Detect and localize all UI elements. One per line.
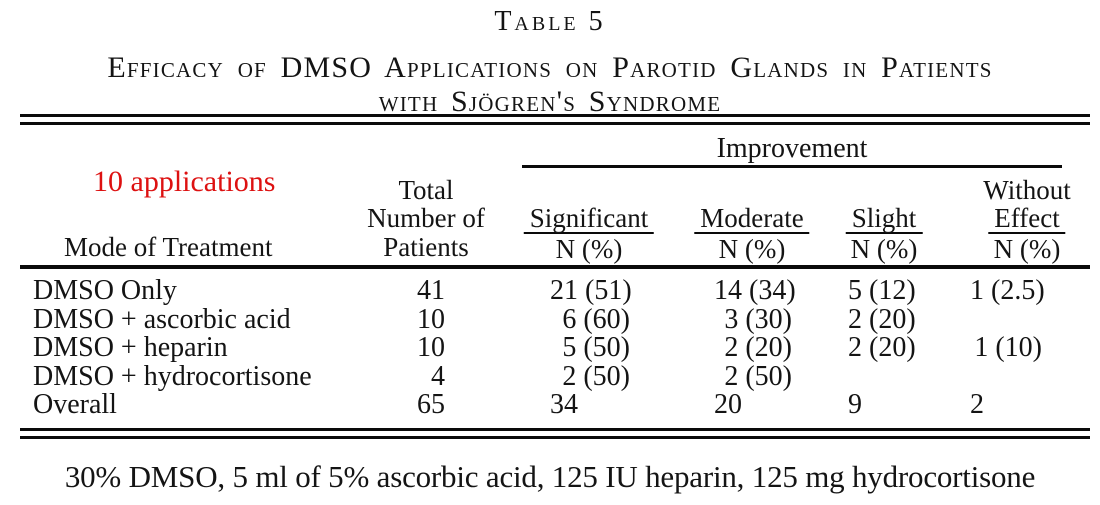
treatment-cell: DMSO + heparin xyxy=(33,332,228,364)
slight-column-header: Slight N (%) xyxy=(845,204,923,264)
significant-cell: 6 (60) xyxy=(562,303,630,335)
table-row: DMSO + heparin 10 5 (50) 2 (20) 2 (20) 1… xyxy=(0,334,1100,363)
total-patients-cell: 41 xyxy=(417,275,445,306)
total-patients-cell: 65 xyxy=(417,389,445,421)
moderate-column-header: Moderate N (%) xyxy=(694,204,810,264)
moderate-cell: 2 (50) xyxy=(724,360,792,392)
dose-footnote: 30% DMSO, 5 ml of 5% ascorbic acid, 125 … xyxy=(64,459,1036,494)
without-effect-n-pct: N (%) xyxy=(993,234,1061,264)
header-separator-rule xyxy=(20,265,1090,269)
moderate-cell: 20 xyxy=(714,389,742,421)
significant-column-header: Significant N (%) xyxy=(523,204,655,264)
table-number-caption: Table 5 xyxy=(494,6,606,37)
slight-cell: 2 (20) xyxy=(848,332,916,364)
total-patients-header-line2: Number of xyxy=(367,203,485,234)
total-patients-header-line1: Total xyxy=(398,175,454,205)
slight-cell: 5 (12) xyxy=(848,275,916,306)
treatment-cell: DMSO Only xyxy=(33,275,177,306)
improvement-spanner-header: Improvement xyxy=(716,133,868,164)
moderate-cell: 3 (30) xyxy=(724,303,792,335)
significant-cell: 21 (51) xyxy=(550,275,632,306)
without-effect-label-line2: Effect xyxy=(988,204,1066,234)
without-effect-label-line1: Without xyxy=(983,175,1071,205)
total-patients-cell: 10 xyxy=(417,332,445,364)
slight-label: Slight xyxy=(845,204,923,234)
moderate-n-pct: N (%) xyxy=(718,234,786,264)
total-patients-cell: 10 xyxy=(417,303,445,335)
table-title-line1: Efficacy of DMSO Applications on Parotid… xyxy=(107,51,993,84)
moderate-label: Moderate xyxy=(694,204,810,234)
table-title-line2: with Sjögren's Syndrome xyxy=(378,85,722,118)
significant-label: Significant xyxy=(523,204,655,234)
total-patients-cell: 4 xyxy=(431,360,445,392)
moderate-cell: 2 (20) xyxy=(724,332,792,364)
moderate-cell: 14 (34) xyxy=(714,275,796,306)
slight-cell: 9 xyxy=(848,389,862,421)
bottom-double-rule-upper xyxy=(20,428,1090,431)
table-body: DMSO Only 41 21 (51) 14 (34) 5 (12) 1 (2… xyxy=(0,275,1100,420)
improvement-spanner-rule xyxy=(522,165,1062,168)
top-double-rule-lower xyxy=(20,121,1090,125)
significant-cell: 2 (50) xyxy=(562,360,630,392)
treatment-cell: DMSO + hydrocortisone xyxy=(33,360,312,392)
slight-n-pct: N (%) xyxy=(850,234,918,264)
significant-n-pct: N (%) xyxy=(555,234,623,264)
total-patients-header: Total Number of Patients xyxy=(367,175,485,262)
total-patients-header-line3: Patients xyxy=(383,231,469,262)
table-row: DMSO + hydrocortisone 4 2 (50) 2 (50) xyxy=(0,360,1100,392)
top-double-rule-upper xyxy=(20,114,1090,117)
treatment-cell: Overall xyxy=(33,389,117,421)
annotation-10-applications: 10 applications xyxy=(93,165,276,198)
table-row: DMSO Only 41 21 (51) 14 (34) 5 (12) 1 (2… xyxy=(0,275,1100,306)
bottom-double-rule-lower xyxy=(20,436,1090,439)
mode-of-treatment-header: Mode of Treatment xyxy=(64,232,273,262)
treatment-cell: DMSO + ascorbic acid xyxy=(33,303,291,335)
without-effect-cell: 1 (10) xyxy=(974,332,1042,364)
significant-cell: 5 (50) xyxy=(562,332,630,364)
without-effect-cell: 2 xyxy=(970,389,984,421)
table-row: DMSO + ascorbic acid 10 6 (60) 3 (30) 2 … xyxy=(0,303,1100,335)
without-effect-column-header: Without Effect N (%) xyxy=(983,176,1070,263)
table-row-overall: Overall 65 34 20 9 2 xyxy=(0,391,1100,420)
without-effect-cell: 1 (2.5) xyxy=(970,275,1045,306)
significant-cell: 34 xyxy=(550,389,578,421)
slight-cell: 2 (20) xyxy=(848,303,916,335)
